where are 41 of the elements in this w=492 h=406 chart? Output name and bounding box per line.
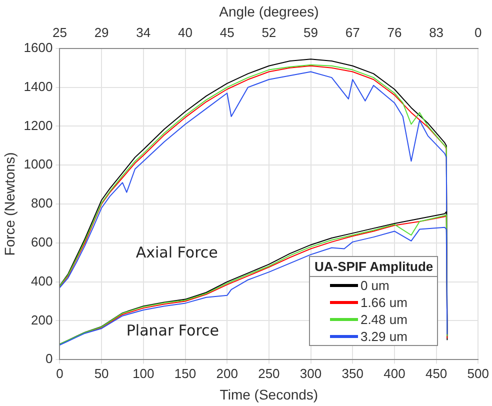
text: 67 (345, 25, 360, 40)
y-tick-label: 1400 (24, 78, 53, 94)
text: 52 (262, 25, 276, 40)
x-tick-label: 450 (425, 366, 448, 381)
text: 59 (304, 25, 318, 40)
x-axis-title: Time (Seconds) (220, 386, 318, 402)
y-tick-label: 800 (31, 196, 53, 211)
x-tick-label: 150 (174, 366, 196, 381)
annotation: Axial Force (136, 244, 218, 262)
legend-label: 0 um (360, 278, 390, 293)
y-tick-label: 600 (31, 234, 53, 250)
y-tick-label: 0 (45, 351, 53, 366)
text: 25 (52, 25, 67, 40)
text: 40 (178, 25, 192, 40)
y-tick-label: 400 (31, 273, 53, 288)
x-tick-label: 400 (384, 366, 406, 381)
x-tick-label: 100 (132, 366, 154, 381)
x2-axis-title: Angle (degrees) (219, 3, 319, 20)
y-tick-label: 1600 (24, 40, 53, 55)
y-tick-label: 1200 (24, 118, 53, 133)
x-tick-label: 300 (300, 366, 322, 381)
text: 83 (429, 25, 444, 40)
x-tick-label: 0 (56, 366, 64, 381)
x-tick-label: 50 (94, 366, 109, 381)
text: 29 (94, 25, 109, 40)
y-axis-title: Force (Newtons) (1, 152, 18, 256)
annotation: Planar Force (126, 321, 220, 340)
x-tick-label: 350 (342, 366, 364, 381)
text: 0 (474, 25, 482, 40)
x-tick-label: 250 (258, 366, 280, 381)
legend-label: 1.66 um (360, 294, 408, 310)
y-tick-label: 200 (31, 312, 53, 328)
text: 34 (136, 25, 151, 40)
legend-label: 2.48 um (360, 312, 408, 327)
x-tick-label: 200 (216, 366, 238, 381)
x-tick-label: 500 (467, 366, 490, 381)
text: 45 (220, 25, 234, 40)
y-tick-label: 1000 (24, 156, 53, 172)
text: 76 (387, 25, 402, 40)
legend-title: UA-SPIF Amplitude (310, 256, 438, 277)
legend-label: 3.29 um (360, 328, 408, 344)
